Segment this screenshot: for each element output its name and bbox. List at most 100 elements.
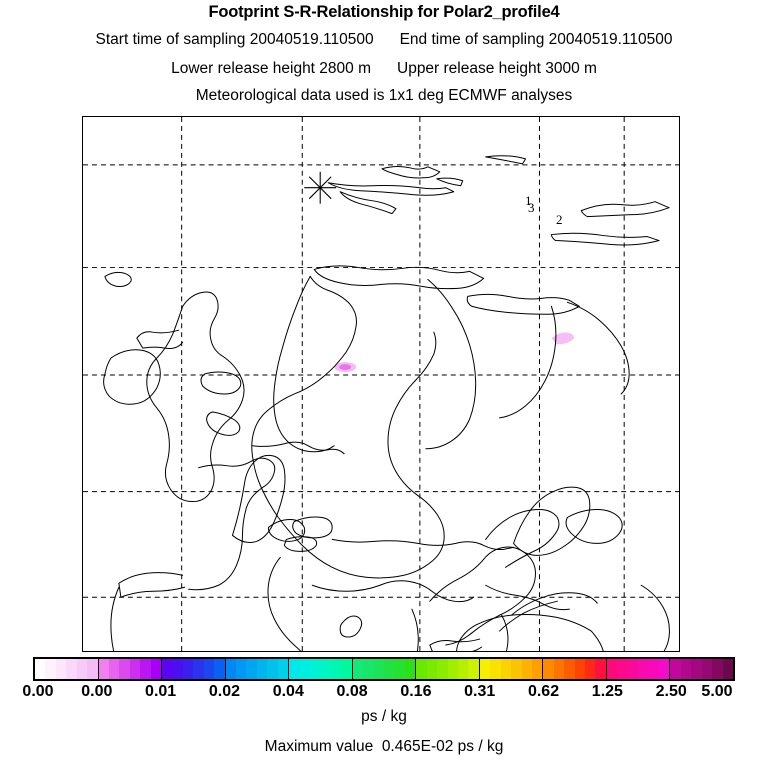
footprint-patches: [334, 332, 574, 373]
colorbar-step-10-5: [722, 659, 733, 679]
colorbar-step-4-2: [310, 659, 321, 679]
colorbar-segment-8: [543, 659, 607, 679]
colorbar-tick-6: 0.16: [400, 683, 432, 700]
colorbar-tick-2: 0.01: [145, 683, 177, 700]
colorbar-segment-1: [98, 659, 163, 679]
colorbar-step-8-3: [574, 659, 586, 679]
colorbar-step-1-0: [98, 659, 109, 679]
colorbar-step-8-4: [585, 659, 596, 679]
colorbar-step-7-4: [521, 659, 532, 679]
colorbar-step-2-2: [182, 659, 194, 679]
colorbar-step-4-0: [289, 659, 300, 679]
colorbar-step-1-4: [140, 659, 151, 679]
colorbar-step-6-5: [468, 659, 479, 679]
colorbar-step-5-4: [394, 659, 405, 679]
colorbar-step-10-2: [691, 659, 702, 679]
colorbar-step-4-4: [330, 659, 342, 679]
colorbar[interactable]: [33, 657, 735, 681]
colorbar-gradient: [33, 657, 735, 681]
colorbar-unit-label: ps / kg: [361, 708, 407, 725]
colorbar-step-9-1: [617, 659, 628, 679]
colorbar-step-0-2: [55, 659, 67, 679]
colorbar-step-10-0: [670, 659, 681, 679]
release-height-line: Lower release height 2800 m Upper release…: [0, 60, 768, 78]
colorbar-step-7-0: [479, 659, 491, 679]
colorbar-segment-10: [670, 659, 733, 679]
colorbar-step-2-1: [172, 659, 183, 679]
colorbar-step-1-2: [119, 659, 130, 679]
colorbar-tick-0: 0.00: [22, 683, 54, 700]
colorbar-step-6-4: [457, 659, 469, 679]
colorbar-tick-9: 1.25: [591, 683, 623, 700]
colorbar-step-7-2: [500, 659, 512, 679]
colorbar-tick-5: 0.08: [336, 683, 368, 700]
colorbar-segment-2: [162, 659, 226, 679]
colorbar-step-3-3: [256, 659, 268, 679]
colorbar-step-8-0: [543, 659, 554, 679]
colorbar-step-3-4: [267, 659, 278, 679]
colorbar-tick-1: 0.00: [81, 683, 113, 700]
colorbar-step-0-0: [35, 659, 46, 679]
colorbar-step-2-4: [203, 659, 215, 679]
colorbar-step-5-3: [384, 659, 395, 679]
colorbar-segment-6: [416, 659, 480, 679]
colorbar-step-9-5: [659, 659, 670, 679]
release-site-star: [304, 171, 337, 204]
colorbar-step-8-1: [553, 659, 565, 679]
map-plot-area[interactable]: 1 3 2: [82, 116, 680, 652]
colorbar-step-6-2: [437, 659, 448, 679]
colorbar-segment-4: [289, 659, 353, 679]
colorbar-segment-3: [225, 659, 290, 679]
colorbar-tick-4: 0.04: [272, 683, 304, 700]
colorbar-step-1-1: [108, 659, 120, 679]
colorbar-tick-8: 0.62: [527, 683, 560, 700]
colorbar-step-5-0: [352, 659, 364, 679]
upper-release-height-label: Upper release height 3000 m: [397, 60, 597, 77]
map-gridlines: [83, 117, 679, 651]
colorbar-step-7-3: [511, 659, 522, 679]
colorbar-step-8-2: [564, 659, 575, 679]
colorbar-step-0-4: [76, 659, 88, 679]
start-time-label: Start time of sampling 20040519.110500: [95, 31, 374, 48]
colorbar-step-7-5: [531, 659, 543, 679]
colorbar-step-2-3: [193, 659, 204, 679]
colorbar-step-10-4: [712, 659, 723, 679]
colorbar-step-6-0: [416, 659, 427, 679]
colorbar-segment-7: [479, 659, 544, 679]
colorbar-tick-7: 0.31: [464, 683, 496, 700]
lower-release-height-label: Lower release height 2800 m: [171, 60, 371, 77]
colorbar-step-10-3: [701, 659, 713, 679]
colorbar-step-8-5: [595, 659, 606, 679]
colorbar-step-1-3: [129, 659, 141, 679]
colorbar-tick-11: 5.00: [701, 683, 733, 700]
colorbar-step-5-1: [363, 659, 374, 679]
colorbar-step-1-5: [150, 659, 162, 679]
map-canvas: [83, 117, 679, 651]
colorbar-step-0-1: [45, 659, 56, 679]
map-annotation-2: 2: [556, 212, 563, 227]
colorbar-segment-0: [35, 659, 99, 679]
colorbar-step-6-3: [447, 659, 458, 679]
sampling-time-line: Start time of sampling 20040519.110500 En…: [0, 31, 768, 49]
colorbar-step-10-1: [680, 659, 692, 679]
colorbar-segment-5: [352, 659, 417, 679]
page-title: Footprint S-R-Relationship for Polar2_pr…: [208, 3, 560, 21]
map-annotation-1: 1: [525, 193, 532, 208]
colorbar-step-3-0: [225, 659, 237, 679]
colorbar-step-4-3: [320, 659, 331, 679]
colorbar-step-3-5: [277, 659, 289, 679]
colorbar-step-5-5: [404, 659, 416, 679]
colorbar-step-2-0: [162, 659, 173, 679]
colorbar-step-2-5: [214, 659, 225, 679]
colorbar-step-9-3: [638, 659, 649, 679]
colorbar-step-3-2: [246, 659, 257, 679]
met-data-label: Meteorological data used is 1x1 deg ECMW…: [195, 87, 573, 104]
colorbar-step-5-2: [373, 659, 384, 679]
colorbar-tick-10: 2.50: [655, 683, 687, 700]
coastlines: [103, 155, 670, 651]
end-time-label: End time of sampling 20040519.110500: [399, 31, 673, 48]
colorbar-tick-labels: 0.00 0.00 0.01 0.02 0.04 0.08 0.16 0.31 0.62 1.25…: [0, 683, 768, 705]
colorbar-step-0-5: [87, 659, 98, 679]
colorbar-step-6-1: [426, 659, 438, 679]
colorbar-step-3-1: [236, 659, 247, 679]
